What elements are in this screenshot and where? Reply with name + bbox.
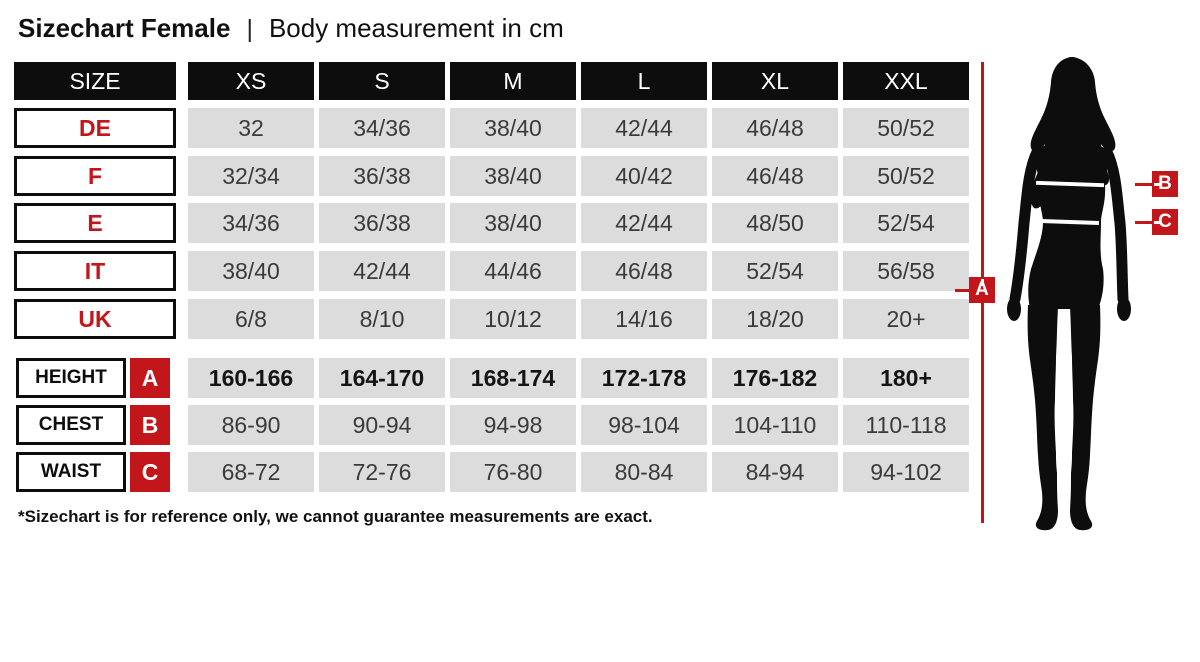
- table-cell: 10/12: [450, 299, 576, 339]
- female-silhouette: [1007, 57, 1131, 531]
- row-label-f: F: [14, 156, 176, 196]
- table-cell: 86-90: [188, 405, 314, 445]
- table-cell: 46/48: [712, 156, 838, 196]
- table-cell: 14/16: [581, 299, 707, 339]
- table-cell: 46/48: [712, 108, 838, 148]
- table-row-height: HEIGHT A 160-166 164-170 168-174 172-178…: [14, 358, 969, 398]
- letter-b-badge: B: [130, 405, 170, 445]
- table-cell: 8/10: [319, 299, 445, 339]
- table-row-it: IT 38/40 42/44 44/46 46/48 52/54 56/58: [14, 251, 969, 291]
- chest-measure-line: [1035, 180, 1105, 188]
- table-row-chest: CHEST B 86-90 90-94 94-98 98-104 104-110…: [14, 405, 969, 445]
- table-cell: 34/36: [319, 108, 445, 148]
- table-header-row: SIZE XS S M L XL XXL: [14, 62, 969, 100]
- table-cell: 94-102: [843, 452, 969, 492]
- marker-a-badge: A: [969, 277, 995, 303]
- table-cell: 40/42: [581, 156, 707, 196]
- row-label-waist: WAIST: [16, 452, 126, 492]
- table-row-e: E 34/36 36/38 38/40 42/44 48/50 52/54: [14, 203, 969, 243]
- header-s: S: [319, 62, 445, 100]
- table-cell: 38/40: [450, 156, 576, 196]
- table-cell: 180+: [843, 358, 969, 398]
- table-cell: 38/40: [450, 108, 576, 148]
- header-size: SIZE: [14, 62, 176, 100]
- table-cell: 160-166: [188, 358, 314, 398]
- table-cell: 42/44: [581, 108, 707, 148]
- table-cell: 56/58: [843, 251, 969, 291]
- letter-a-badge: A: [130, 358, 170, 398]
- table-cell: 80-84: [581, 452, 707, 492]
- title-subtitle: Body measurement in cm: [268, 13, 564, 43]
- table-cell: 42/44: [581, 203, 707, 243]
- table-cell: 36/38: [319, 156, 445, 196]
- table-cell: 104-110: [712, 405, 838, 445]
- page-title: Sizechart Female | Body measurement in c…: [18, 13, 564, 44]
- table-cell: 76-80: [450, 452, 576, 492]
- row-label-it: IT: [14, 251, 176, 291]
- marker-a-connector: [955, 289, 969, 292]
- table-cell: 32/34: [188, 156, 314, 196]
- table-cell: 164-170: [319, 358, 445, 398]
- table-cell: 172-178: [581, 358, 707, 398]
- header-m: M: [450, 62, 576, 100]
- table-row-waist: WAIST C 68-72 72-76 76-80 80-84 84-94 94…: [14, 452, 969, 492]
- table-cell: 38/40: [450, 203, 576, 243]
- waist-measure-line: [1040, 218, 1100, 226]
- table-cell: 68-72: [188, 452, 314, 492]
- table-cell: 34/36: [188, 203, 314, 243]
- marker-c-connector: [1135, 221, 1152, 224]
- table-cell: 6/8: [188, 299, 314, 339]
- row-label-height: HEIGHT: [16, 358, 126, 398]
- row-label-uk: UK: [14, 299, 176, 339]
- table-cell: 50/52: [843, 156, 969, 196]
- letter-c-badge: C: [130, 452, 170, 492]
- table-cell: 84-94: [712, 452, 838, 492]
- table-cell: 52/54: [843, 203, 969, 243]
- row-label-chest: CHEST: [16, 405, 126, 445]
- table-cell: 36/38: [319, 203, 445, 243]
- header-xxl: XXL: [843, 62, 969, 100]
- table-cell: 110-118: [843, 405, 969, 445]
- table-cell: 48/50: [712, 203, 838, 243]
- table-cell: 94-98: [450, 405, 576, 445]
- table-row-f: F 32/34 36/38 38/40 40/42 46/48 50/52: [14, 156, 969, 196]
- table-cell: 20+: [843, 299, 969, 339]
- row-label-de: DE: [14, 108, 176, 148]
- table-cell: 42/44: [319, 251, 445, 291]
- row-label-e: E: [14, 203, 176, 243]
- table-cell: 18/20: [712, 299, 838, 339]
- table-row-uk: UK 6/8 8/10 10/12 14/16 18/20 20+: [14, 299, 969, 339]
- marker-b-connector: [1135, 183, 1152, 186]
- table-row-de: DE 32 34/36 38/40 42/44 46/48 50/52: [14, 108, 969, 148]
- table-cell: 98-104: [581, 405, 707, 445]
- header-l: L: [581, 62, 707, 100]
- table-cell: 38/40: [188, 251, 314, 291]
- header-xs: XS: [188, 62, 314, 100]
- table-cell: 176-182: [712, 358, 838, 398]
- title-separator: |: [246, 15, 253, 43]
- marker-b-tick: [1154, 183, 1161, 186]
- table-cell: 44/46: [450, 251, 576, 291]
- table-cell: 168-174: [450, 358, 576, 398]
- table-cell: 90-94: [319, 405, 445, 445]
- marker-a-tick: [981, 279, 984, 286]
- header-xl: XL: [712, 62, 838, 100]
- table-cell: 52/54: [712, 251, 838, 291]
- footnote: *Sizechart is for reference only, we can…: [18, 507, 653, 526]
- table-cell: 46/48: [581, 251, 707, 291]
- table-cell: 72-76: [319, 452, 445, 492]
- table-cell: 32: [188, 108, 314, 148]
- title-main: Sizechart Female: [18, 13, 231, 43]
- table-cell: 50/52: [843, 108, 969, 148]
- marker-c-tick: [1154, 221, 1161, 224]
